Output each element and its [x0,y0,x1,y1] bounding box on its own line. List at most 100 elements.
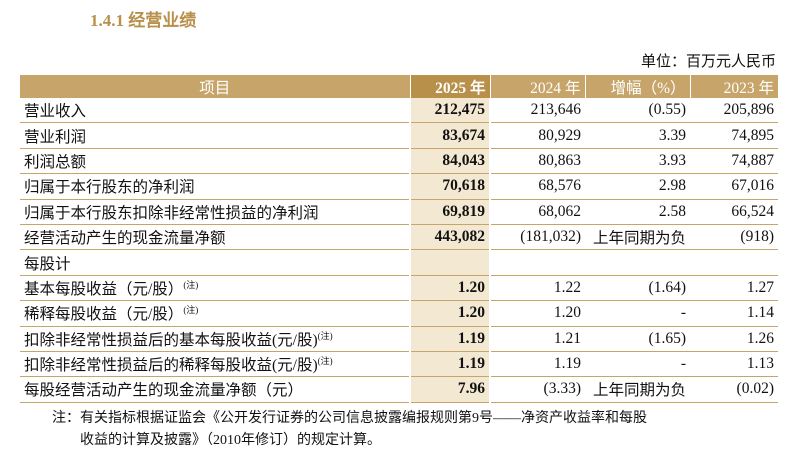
label-text: 营业收入 [24,103,87,121]
value-cell: 1.22 [490,275,585,302]
value-cell: 1.13 [690,351,778,378]
label-text: 基本每股收益（元/股） [24,280,184,298]
notes: 注：有关指标根据证监会《公开发行证券的公司信息披露编报规则第9号——净资产收益率… [52,408,647,452]
unit-label: 单位：百万元人民币 [640,54,776,70]
label-text: 归属于本行股东扣除非经常性损益的净利润 [24,204,319,222]
table-row: 归属于本行股东扣除非经常性损益的净利润 69,819 68,062 2.58 66,52… [20,199,778,225]
section-title: 1.4.1 经营业绩 [90,11,197,30]
column-header: 增幅（%） [584,75,690,98]
row-label: 经营活动产生的现金流量净额 [20,224,410,251]
value-cell: 1.27 [690,275,778,302]
value-cell: (918) [690,224,778,251]
value-cell: (0.55) [585,98,690,124]
label-text: 稀释每股收益（元/股） [24,306,184,324]
table-row: 扣除非经常性损益后的稀释每股收益(元/股)(注) 1.19 1.19-1.13 [20,351,778,378]
empty-cell [409,249,491,276]
label-text: 扣除非经常性损益后的基本每股收益(元/股) [24,331,318,349]
value-cell: (0.02) [690,376,778,403]
value-cell: 1.19 [409,351,491,378]
table-row: 扣除非经常性损益后的基本每股收益(元/股)(注) 1.19 1.21 (1.65) 1.… [20,326,778,352]
label-text: 营业利润 [24,128,87,146]
value-cell: 68,062 [490,199,585,225]
value-cell: 67,016 [690,173,778,200]
value-cell: 2.98 [585,173,690,200]
value-cell: 443,082 [409,224,491,251]
label-text: 每股计 [24,255,71,273]
value-cell: (1.65) [585,326,690,352]
note-line: 注：有关指标根据证监会《公开发行证券的公司信息披露编报规则第9号——净资产收益率… [52,411,647,426]
row-label: 每股经营活动产生的现金流量净额（元） [20,376,410,403]
value-cell: 1.19 [409,326,491,352]
value-cell: 66,524 [690,199,778,225]
empty-cell [690,249,778,276]
value-cell: 69,819 [409,199,491,225]
row-label: 归属于本行股东的净利润 [20,173,410,200]
table-row: 营业利润 83,674 80,929 3.39 74,895 [20,122,778,149]
table-row: 稀释每股收益（元/股）(注) 1.20 1.20-1.14 [20,300,778,327]
value-cell: - [585,300,690,327]
table-row: 经营活动产生的现金流量净额 443,082 (181,032) 上年同期为负 (918) [20,224,778,251]
row-label: 利润总额 [20,148,410,175]
label-text: 扣除非经常性损益后的稀释每股收益(元/股) [24,357,318,375]
value-cell: 83,674 [409,122,491,149]
value-cell: (181,032) [490,224,585,251]
value-cell: 205,896 [690,98,778,124]
value-cell: (3.33) [490,376,585,403]
value-cell: 212,475 [409,98,491,124]
column-header: 2023 年 [689,75,778,98]
value-cell: 上年同期为负 [585,224,690,251]
value-cell: 80,863 [490,148,585,175]
value-cell: 1.19 [490,351,585,378]
value-cell: 7.96 [409,376,491,403]
value-cell: - [585,351,690,378]
row-label: 营业收入 [20,98,410,124]
note-line: 收益的计算及披露》（2010年修订）的规定计算。 [80,433,381,448]
note-mark: (注) [183,305,199,316]
value-cell: 74,895 [690,122,778,149]
table-body: 营业收入 212,475 213,646 (0.55) 205,896 营业利润 83,67… [20,98,778,403]
value-cell: 213,646 [490,98,585,124]
value-cell: 70,618 [409,173,491,200]
row-label: 每股计 [20,249,410,276]
value-cell: 80,929 [490,122,585,149]
value-cell: 84,043 [409,148,491,175]
header-row: 项目 2025 年 2024 年增幅（%） 2023 年 [20,75,778,98]
empty-cell [585,249,690,276]
note-mark: (注) [317,330,333,341]
label-text: 归属于本行股东的净利润 [24,179,195,197]
table-row: 利润总额 84,043 80,863 3.93 74,887 [20,148,778,175]
value-cell: 1.20 [409,275,491,302]
value-cell: 3.39 [585,122,690,149]
value-cell: 1.21 [490,326,585,352]
label-text: 利润总额 [24,153,87,171]
value-cell: 1.26 [690,326,778,352]
value-cell: 3.93 [585,148,690,175]
row-label: 营业利润 [20,122,410,149]
table-row: 归属于本行股东的净利润 70,618 68,576 2.98 67,016 [20,173,778,200]
value-cell: 68,576 [490,173,585,200]
note-mark: (注) [183,279,199,290]
empty-cell [490,249,585,276]
label-text: 经营活动产生的现金流量净额 [24,230,226,248]
column-header: 2024 年 [489,75,585,98]
row-label: 扣除非经常性损益后的基本每股收益(元/股)(注) [20,326,410,352]
value-cell: 74,887 [690,148,778,175]
note-mark: (注) [317,355,333,366]
value-cell: 2.58 [585,199,690,225]
value-cell: 1.20 [490,300,585,327]
table-row: 基本每股收益（元/股）(注) 1.20 1.22 (1.64) 1.27 [20,275,778,302]
table-row: 每股计 [20,249,778,276]
table-row: 每股经营活动产生的现金流量净额（元） 7.96 (3.33) 上年同期为负 (0.02) [20,376,778,403]
table-row: 营业收入 212,475 213,646 (0.55) 205,896 [20,98,778,124]
column-header: 项目 [20,75,410,98]
row-label: 稀释每股收益（元/股）(注) [20,300,410,327]
row-label: 基本每股收益（元/股）(注) [20,275,410,302]
column-header: 2025 年 [409,75,490,98]
label-text: 每股经营活动产生的现金流量净额（元） [24,382,304,400]
row-label: 归属于本行股东扣除非经常性损益的净利润 [20,199,410,225]
results-table: 项目 2025 年 2024 年增幅（%） 2023 年 营业收入 212,475 213… [20,75,778,403]
row-label: 扣除非经常性损益后的稀释每股收益(元/股)(注) [20,351,410,378]
value-cell: 1.14 [690,300,778,327]
value-cell: (1.64) [585,275,690,302]
